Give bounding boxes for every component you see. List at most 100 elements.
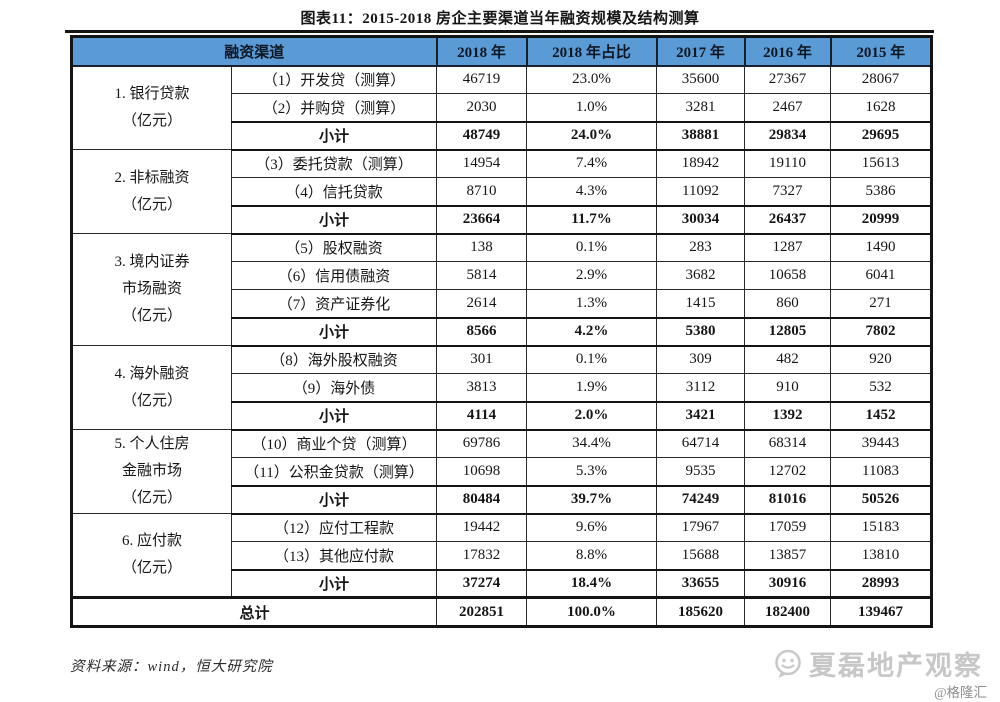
value-cell: 3281 (656, 93, 746, 122)
value-cell: 27367 (744, 65, 832, 94)
table-row: （11）公积金贷款（测算） 10698 5.3% 9535 12702 1108… (72, 457, 933, 486)
item-label-cell: （4）信托贷款 (230, 177, 438, 206)
group-cell-overseas: 4. 海外融资 （亿元） (71, 345, 232, 430)
table-row: 5. 个人住房 金融市场 （亿元） （10）商业个贷（测算） 69786 34.… (71, 429, 933, 514)
title-divider-rule (65, 30, 934, 33)
value-cell: 68314 (744, 429, 832, 458)
value-cell: 15183 (830, 513, 933, 542)
value-cell: 10698 (436, 457, 528, 486)
subtotal-row: 小计 4114 2.0% 3421 1392 1452 (72, 400, 933, 431)
source-note: 资料来源：wind，恒大研究院 (70, 659, 273, 675)
value-cell: 13857 (744, 541, 832, 570)
value-cell: 18.4% (526, 568, 658, 599)
value-cell: 185620 (656, 596, 746, 627)
value-cell: 1287 (744, 233, 832, 262)
subtotal-label-cell: 小计 (230, 204, 438, 235)
value-cell: 3421 (656, 400, 746, 431)
value-cell: 8710 (436, 177, 528, 206)
value-cell: 9535 (656, 457, 746, 486)
value-cell: 301 (436, 345, 528, 374)
value-cell: 5380 (656, 316, 746, 347)
value-cell: 12805 (744, 316, 832, 347)
value-cell: 19442 (436, 513, 528, 542)
value-cell: 5386 (830, 177, 933, 206)
header-cell-channel: 融资渠道 (70, 35, 438, 67)
value-cell: 182400 (744, 596, 832, 627)
value-cell: 38881 (656, 120, 746, 151)
value-cell: 23.0% (526, 65, 658, 94)
subtotal-row: 小计 8566 4.2% 5380 12805 7802 (72, 316, 933, 347)
header-cell-2017: 2017 年 (655, 35, 746, 67)
value-cell: 2030 (436, 93, 528, 122)
subtotal-label-cell: 小计 (230, 316, 438, 347)
item-label-cell: （13）其他应付款 (230, 541, 438, 570)
value-cell: 3813 (436, 373, 528, 402)
value-cell: 1628 (830, 93, 933, 122)
value-cell: 26437 (744, 204, 832, 235)
value-cell: 39.7% (526, 484, 658, 515)
value-cell: 5.3% (526, 457, 658, 486)
total-label-cell: 总计 (70, 596, 438, 627)
value-cell: 6041 (830, 261, 933, 290)
subtotal-label-cell: 小计 (230, 568, 438, 599)
table-row: 4. 海外融资 （亿元） （8）海外股权融资 301 0.1% 309 482 … (71, 345, 933, 430)
item-label-cell: （11）公积金贷款（测算） (230, 457, 438, 486)
value-cell: 39443 (830, 429, 933, 458)
value-cell: 28993 (830, 568, 933, 599)
value-cell: 910 (744, 373, 832, 402)
value-cell: 11.7% (526, 204, 658, 235)
value-cell: 532 (830, 373, 933, 402)
value-cell: 7802 (830, 316, 933, 347)
value-cell: 74249 (656, 484, 746, 515)
value-cell: 0.1% (526, 345, 658, 374)
item-label-cell: （6）信用债融资 (230, 261, 438, 290)
value-cell: 1452 (830, 400, 933, 431)
item-label-cell: （3）委托贷款（测算） (230, 149, 438, 178)
value-cell: 5814 (436, 261, 528, 290)
item-label-cell: （12）应付工程款 (230, 513, 438, 542)
subtotal-label-cell: 小计 (230, 484, 438, 515)
value-cell: 4114 (436, 400, 528, 431)
value-cell: 2467 (744, 93, 832, 122)
table-row: 3. 境内证券 市场融资 （亿元） （5）股权融资 138 0.1% 283 1… (71, 233, 933, 346)
value-cell: 37274 (436, 568, 528, 599)
value-cell: 29834 (744, 120, 832, 151)
value-cell: 7327 (744, 177, 832, 206)
value-cell: 7.4% (526, 149, 658, 178)
value-cell: 19110 (744, 149, 832, 178)
wechat-icon (772, 648, 804, 680)
header-cell-2018: 2018 年 (435, 35, 528, 67)
group-cell-nonstandard: 2. 非标融资 （亿元） (71, 149, 232, 234)
value-cell: 100.0% (526, 596, 658, 627)
value-cell: 1.0% (526, 93, 658, 122)
item-label-cell: （2）并购贷（测算） (230, 93, 438, 122)
item-label-cell: （7）资产证券化 (230, 289, 438, 318)
subtotal-row: 小计 80484 39.7% 74249 81016 50526 (72, 484, 933, 515)
value-cell: 14954 (436, 149, 528, 178)
watermark-text: 夏磊地产观察 (809, 651, 983, 681)
value-cell: 17967 (656, 513, 746, 542)
value-cell: 1392 (744, 400, 832, 431)
table-header-row: 融资渠道 2018 年 2018 年占比 2017 年 2016 年 2015 … (70, 35, 933, 67)
value-cell: 11083 (830, 457, 933, 486)
value-cell: 29695 (830, 120, 933, 151)
table-row: （9）海外债 3813 1.9% 3112 910 532 (72, 373, 933, 402)
group-cell-bank-loans: 1. 银行贷款 （亿元） (71, 65, 232, 150)
header-cell-2015: 2015 年 (829, 35, 933, 67)
value-cell: 1415 (656, 289, 746, 318)
group-cell-payables: 6. 应付款 （亿元） (71, 513, 232, 598)
table-row: （6）信用债融资 5814 2.9% 3682 10658 6041 (72, 261, 933, 290)
value-cell: 15688 (656, 541, 746, 570)
item-label-cell: （10）商业个贷（测算） (230, 429, 438, 458)
value-cell: 30034 (656, 204, 746, 235)
value-cell: 2614 (436, 289, 528, 318)
value-cell: 3682 (656, 261, 746, 290)
item-label-cell: （1）开发贷（测算） (230, 65, 438, 94)
value-cell: 50526 (830, 484, 933, 515)
value-cell: 28067 (830, 65, 933, 94)
value-cell: 17059 (744, 513, 832, 542)
table-row: （13）其他应付款 17832 8.8% 15688 13857 13810 (72, 541, 933, 570)
header-cell-2016: 2016 年 (743, 35, 832, 67)
value-cell: 3112 (656, 373, 746, 402)
value-cell: 1.9% (526, 373, 658, 402)
